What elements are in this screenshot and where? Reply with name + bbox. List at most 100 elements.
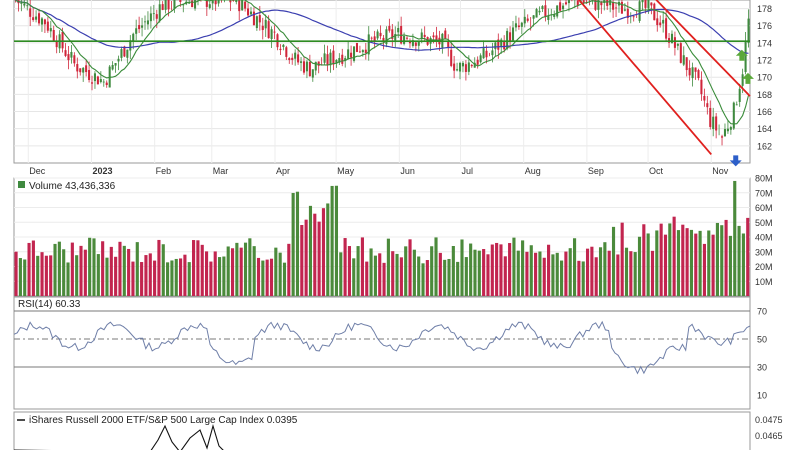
candle-body [182,4,185,6]
volume-bar [75,255,79,296]
candle-body [615,7,618,9]
volume-y-tick-label: 10M [755,277,773,287]
volume-bar [239,247,243,296]
candle-body [194,0,197,9]
volume-bar [278,252,282,296]
volume-y-tick-label: 70M [755,188,773,198]
candle-body [353,46,356,61]
candle-body [214,0,217,5]
candle-body [411,40,414,46]
rsi-panel: 10 30 50 70 RSI(14) 60.33 [13,296,767,410]
volume-bar [101,241,105,296]
candle-body [99,79,102,83]
volume-bar [127,248,131,296]
candle-body [506,30,509,49]
candle-body [40,18,43,25]
candle-body [414,42,417,46]
price-candles [15,0,750,146]
volume-bar [477,250,481,296]
volume-bar [456,261,460,296]
volume-bar [425,260,429,296]
volume-bar [689,229,694,296]
date-tick-label: May [337,166,355,176]
volume-bar [192,240,196,296]
candle-body [300,61,303,63]
candle-body [511,27,515,41]
candle-body [562,5,565,10]
rsi-plot-area [13,296,751,410]
volume-bar [265,259,269,296]
candle-body [149,13,152,22]
candle-body [96,76,99,85]
volume-bar [386,238,390,296]
volume-bar [568,248,572,296]
volume-legend-swatch [18,181,25,188]
volume-bar [741,233,745,296]
candle-body [308,61,311,77]
candle-body [64,50,67,56]
candle-body [364,49,367,54]
volume-bar [27,242,31,296]
volume-bar [179,258,183,296]
candle-body [682,55,685,65]
candle-body [311,69,314,78]
ratio-y-tick-label: 0.0475 [755,415,783,425]
volume-bar [222,256,226,296]
channel-line [577,0,712,156]
candle-body [291,57,294,60]
volume-bar [702,243,707,296]
volume-bar [577,260,581,296]
volume-bar [443,259,447,296]
price-y-axis: 162 164 166 168 170 172 174 176 178 [757,4,772,151]
volume-bar [417,256,421,296]
volume-bar [330,185,334,296]
candle-body [576,0,579,6]
candle-body [703,95,706,101]
downtrend-channel [577,0,751,156]
volume-bar [694,233,698,296]
candle-body [394,34,397,41]
candle-body [659,22,662,26]
volume-bar [603,242,607,296]
candle-body [620,1,623,14]
candle-body [676,43,679,46]
volume-bar [291,192,295,296]
candle-body [188,2,191,4]
rsi-line [13,320,751,375]
candle-body [341,54,344,64]
candle-body [258,15,261,23]
price-grid [14,8,750,147]
candle-body [497,39,500,50]
candle-body [458,62,462,72]
candle-body [76,64,79,72]
price-y-tick-label: 176 [757,21,772,31]
candle-body [694,67,697,72]
candle-body [370,37,373,39]
volume-bar [438,252,442,296]
candle-body [373,36,376,42]
date-tick-label: Mar [213,166,229,176]
volume-bar [508,243,512,296]
candle-body [355,42,359,52]
volume-bar [676,230,681,296]
volume-bar [300,224,304,296]
candle-body [350,52,353,58]
volume-bar [464,257,468,296]
volume-bar [585,248,590,296]
candle-body [73,55,76,64]
candle-body [379,32,382,37]
ratio-y-tick-label: 0.0465 [755,431,783,441]
candle-body [723,129,727,137]
candle-body [37,13,41,24]
candle-body [647,0,650,9]
price-y-tick-label: 172 [757,56,772,66]
candle-body [138,25,141,30]
candle-body [43,19,46,25]
candle-body [532,15,535,19]
candle-body [252,11,255,26]
volume-bar [469,243,473,296]
candle-body [332,50,335,65]
volume-bar [451,246,455,296]
candle-body [673,37,676,48]
candle-body [670,33,674,43]
